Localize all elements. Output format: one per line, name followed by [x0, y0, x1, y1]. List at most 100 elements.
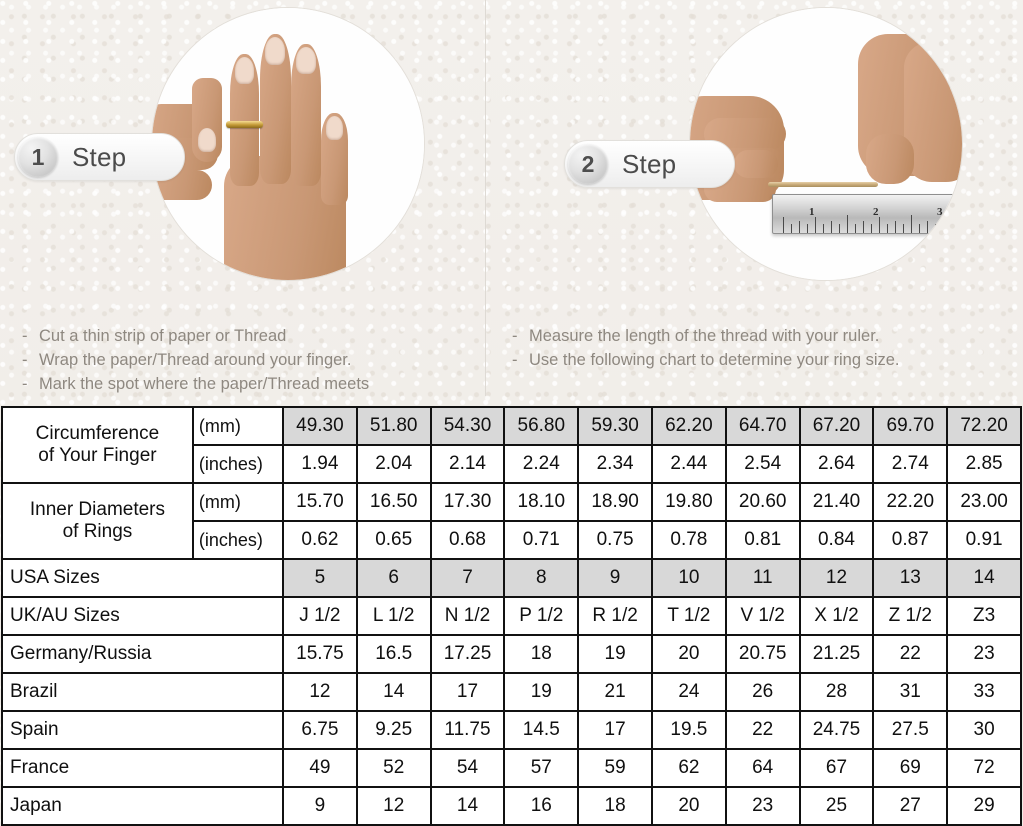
data-cell: Z 1/2 — [872, 596, 949, 636]
data-cell: 0.65 — [355, 520, 432, 560]
step-1-panel: 1 Step - Cut a thin strip of paper or Thr… — [0, 0, 485, 400]
step-2-badge: 2 Step — [564, 140, 736, 188]
data-cell: 12 — [282, 672, 358, 712]
instruction-text: Wrap the paper/Thread around your finger… — [39, 351, 352, 369]
table-row: Japan 9 12 14 16 18 20 23 25 27 29 — [1, 786, 1022, 826]
data-cell: 69 — [872, 748, 949, 788]
data-cell: V 1/2 — [724, 596, 801, 636]
data-cell: 28 — [798, 672, 875, 712]
data-cell: 0.71 — [503, 520, 580, 560]
data-cell: 12 — [355, 786, 432, 826]
data-cell: 2.44 — [650, 444, 727, 484]
step-1-label: Step — [72, 141, 127, 172]
data-cell: 19 — [503, 672, 580, 712]
data-cell: 2.85 — [946, 444, 1022, 484]
data-cell: 21 — [577, 672, 653, 712]
row-label-circumference: Circumference of Your Finger — [1, 406, 194, 484]
data-cell: 20.75 — [724, 634, 801, 674]
data-cell: 52 — [355, 748, 432, 788]
table-row: Germany/Russia 15.75 16.5 17.25 18 19 20… — [1, 634, 1022, 674]
data-cell: 22 — [872, 634, 949, 674]
data-cell: 6.75 — [282, 710, 358, 750]
data-cell: 7 — [429, 558, 506, 598]
data-cell: 2.24 — [503, 444, 580, 484]
data-cell: 14 — [355, 672, 432, 712]
step-2-label: Step — [622, 148, 677, 179]
data-cell: 17 — [429, 672, 506, 712]
data-cell: J 1/2 — [282, 596, 358, 636]
data-cell: 24 — [650, 672, 727, 712]
data-cell: 23 — [724, 786, 801, 826]
data-cell: 17.30 — [429, 482, 506, 522]
data-cell: 0.75 — [577, 520, 653, 560]
step-2-instructions: - Measure the length of the thread with y… — [512, 324, 900, 372]
data-cell: 59.30 — [577, 406, 653, 446]
ruler-mark-1: 1 — [809, 206, 815, 218]
data-cell: 19.5 — [650, 710, 727, 750]
thread-icon — [768, 182, 878, 187]
step-1-instructions: - Cut a thin strip of paper or Thread - Wr… — [22, 324, 369, 396]
data-cell: R 1/2 — [577, 596, 653, 636]
data-cell: 2.04 — [355, 444, 432, 484]
data-cell: 21.25 — [798, 634, 875, 674]
instruction-text: Mark the spot where the paper/Thread mee… — [39, 375, 370, 393]
data-cell: 18.90 — [577, 482, 653, 522]
table-row: (inches) 1.94 2.04 2.14 2.24 2.34 2.44 2… — [2, 444, 1022, 484]
data-cell: Z3 — [946, 596, 1022, 636]
ruler-icon: 1 2 3 — [772, 194, 962, 234]
data-cell: 62.20 — [650, 406, 727, 446]
row-label-uk-au-sizes: UK/AU Sizes — [1, 596, 284, 636]
data-cell: 57 — [503, 748, 580, 788]
data-cell: 5 — [282, 558, 358, 598]
data-cell: 2.14 — [429, 444, 506, 484]
data-cell: 33 — [946, 672, 1022, 712]
data-cell: 16.50 — [355, 482, 432, 522]
ring-size-chart-table: Circumference of Your Finger (mm) 49.30 … — [1, 406, 1022, 826]
row-label-line: of Your Finger — [38, 445, 157, 466]
instruction-text: Use the following chart to determine you… — [529, 351, 900, 369]
data-cell: 0.91 — [946, 520, 1022, 560]
data-cell: 20 — [650, 634, 727, 674]
ruler-mark-3: 3 — [937, 206, 943, 218]
data-cell: 2.34 — [577, 444, 653, 484]
data-cell: 9.25 — [355, 710, 432, 750]
data-cell: 13 — [872, 558, 949, 598]
data-cell: 9 — [577, 558, 653, 598]
table-row: Spain 6.75 9.25 11.75 14.5 17 19.5 22 24… — [1, 710, 1022, 750]
row-label-usa-sizes: USA Sizes — [1, 558, 284, 598]
data-cell: 0.62 — [282, 520, 358, 560]
data-cell: 0.78 — [650, 520, 727, 560]
instruction-text: Measure the length of the thread with yo… — [529, 327, 880, 345]
instruction-line: - Measure the length of the thread with y… — [512, 327, 880, 345]
data-cell: 20 — [650, 786, 727, 826]
step-1-number: 1 — [18, 137, 58, 177]
data-cell: 14 — [429, 786, 506, 826]
data-cell: 9 — [282, 786, 358, 826]
data-cell: L 1/2 — [355, 596, 432, 636]
data-cell: 22 — [724, 710, 801, 750]
data-cell: 14 — [946, 558, 1022, 598]
row-label-spain: Spain — [1, 710, 284, 750]
instruction-line: - Wrap the paper/Thread around your finge… — [22, 351, 352, 369]
data-cell: 31 — [872, 672, 949, 712]
data-cell: 0.68 — [429, 520, 506, 560]
data-cell: 14.5 — [503, 710, 580, 750]
data-cell: 54 — [429, 748, 506, 788]
panel-divider — [485, 0, 486, 396]
data-cell: P 1/2 — [503, 596, 580, 636]
data-cell: 23.00 — [946, 482, 1022, 522]
instruction-text: Cut a thin strip of paper or Thread — [39, 327, 287, 345]
ring-on-finger-icon — [226, 121, 263, 128]
data-cell: 56.80 — [503, 406, 580, 446]
data-cell: 23 — [946, 634, 1022, 674]
data-cell: 49.30 — [282, 406, 358, 446]
data-cell: 2.74 — [872, 444, 949, 484]
data-cell: 54.30 — [429, 406, 506, 446]
data-cell: 8 — [503, 558, 580, 598]
unit-cell: (mm) — [191, 482, 285, 522]
row-label-line: of Rings — [62, 521, 133, 542]
data-cell: 0.87 — [872, 520, 949, 560]
data-cell: 12 — [798, 558, 875, 598]
row-label-line: Circumference — [35, 423, 160, 444]
data-cell: 69.70 — [872, 406, 949, 446]
